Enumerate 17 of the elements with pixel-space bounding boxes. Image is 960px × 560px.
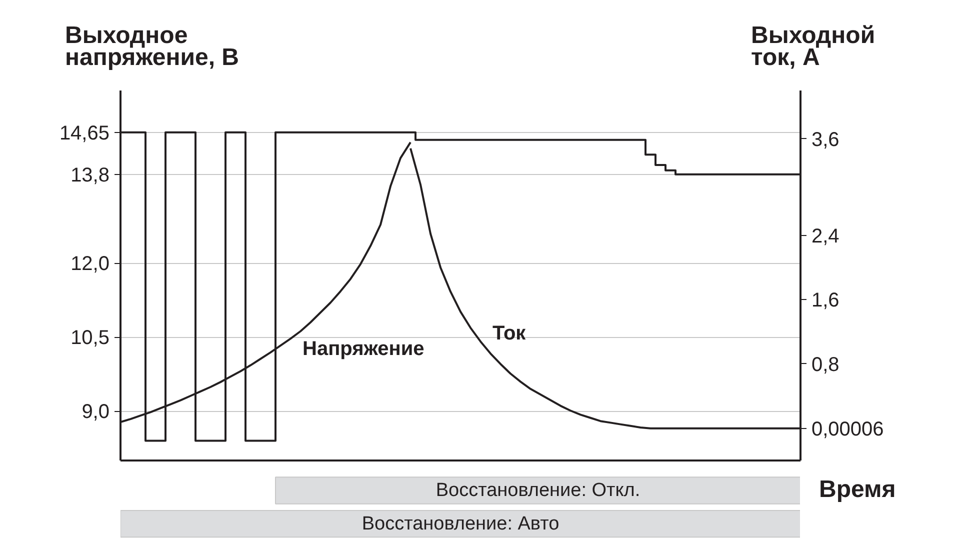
text: Восстановление: Откл. (436, 480, 640, 501)
series-label: Ток (492, 322, 527, 344)
text: Восстановление: Авто (362, 513, 560, 534)
y2-tick-label: 0,00006 (812, 418, 884, 440)
y2-axis-title: Выходной ток, А (751, 22, 876, 71)
y-tick-label: 13,8 (70, 164, 110, 186)
y-axis-title: Выходное напряжение, В (65, 22, 239, 71)
y2-tick-label: 0,8 (812, 354, 840, 376)
y2-tick-label: 1,6 (812, 290, 840, 312)
y-tick-label: 9,0 (82, 401, 110, 424)
y2-tick-label: 2,4 (812, 225, 840, 248)
x-axis-title: Время (819, 476, 896, 503)
y-tick-label: 10,5 (70, 327, 110, 350)
y2-tick-label: 3,6 (812, 128, 840, 151)
y-tick-label: 12,0 (70, 253, 110, 276)
y-tick-label: 14,65 (59, 122, 110, 144)
series-label: Напряжение (302, 338, 424, 360)
